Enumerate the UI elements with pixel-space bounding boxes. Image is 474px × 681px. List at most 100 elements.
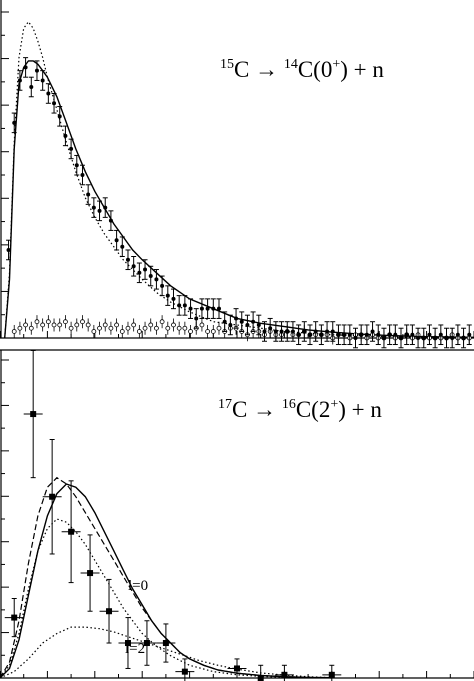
data-point — [34, 68, 39, 73]
data-point — [181, 668, 188, 675]
data-point — [245, 322, 250, 327]
data-point — [328, 671, 335, 678]
curve-solid — [4, 60, 474, 339]
data-point — [239, 319, 244, 324]
data-point — [120, 244, 125, 249]
data-point — [194, 316, 199, 321]
data-point — [353, 336, 358, 340]
data-point — [165, 293, 170, 298]
curve-dotted — [0, 626, 332, 679]
data-point — [137, 270, 142, 275]
data-point — [461, 336, 466, 340]
data-point — [103, 205, 108, 210]
data-point — [114, 238, 119, 243]
data-point — [376, 332, 381, 337]
data-point — [307, 332, 312, 337]
background-point — [80, 319, 85, 325]
data-point — [30, 411, 37, 418]
data-point — [347, 332, 352, 337]
data-point — [40, 78, 45, 83]
data-point — [11, 614, 18, 621]
data-point — [336, 332, 341, 337]
background-point — [68, 325, 74, 331]
curve-dotted — [4, 20, 474, 339]
background-point — [154, 325, 159, 331]
data-point — [450, 336, 455, 340]
data-point — [296, 332, 301, 337]
background-point — [119, 329, 125, 334]
background-point — [125, 325, 131, 331]
data-point — [160, 283, 165, 288]
background-point — [11, 329, 17, 334]
background-point — [159, 319, 165, 325]
data-point — [97, 208, 102, 213]
background-point — [97, 325, 102, 331]
background-point — [148, 322, 154, 328]
background-point — [199, 322, 205, 328]
data-point — [143, 640, 150, 647]
data-point — [404, 332, 409, 337]
data-point — [46, 91, 51, 96]
data-point — [108, 218, 113, 223]
data-point — [6, 247, 11, 252]
data-point — [273, 329, 278, 334]
data-point — [444, 336, 449, 340]
background-point — [205, 329, 211, 334]
background-point — [182, 325, 188, 331]
data-point — [199, 306, 204, 311]
data-point — [63, 133, 68, 138]
background-point — [176, 325, 182, 331]
data-point — [467, 332, 472, 337]
background-point — [57, 322, 63, 328]
data-point — [23, 65, 28, 70]
data-point — [342, 332, 347, 337]
data-point — [182, 303, 187, 308]
data-point — [256, 322, 261, 327]
data-point — [330, 329, 335, 334]
data-point — [370, 329, 375, 334]
background-point — [165, 325, 171, 331]
data-point — [12, 120, 17, 125]
background-point — [114, 322, 120, 328]
data-point — [416, 336, 421, 340]
data-point — [421, 336, 426, 340]
data-point — [399, 336, 404, 340]
data-point — [131, 264, 136, 269]
data-point — [359, 332, 364, 337]
background-point — [131, 322, 137, 328]
data-point — [188, 306, 193, 311]
data-point — [205, 306, 210, 311]
data-point — [268, 326, 273, 331]
data-point — [364, 332, 369, 337]
bottom-panel — [0, 349, 474, 681]
data-point — [86, 192, 91, 197]
data-point — [302, 329, 307, 334]
data-point — [279, 329, 284, 334]
background-point — [188, 329, 193, 334]
data-point — [124, 640, 131, 647]
data-point — [17, 78, 22, 83]
data-point — [290, 329, 295, 334]
background-point — [108, 325, 114, 331]
data-point — [251, 319, 256, 324]
data-point — [125, 257, 130, 262]
background-point — [102, 322, 108, 328]
background-point — [34, 319, 40, 325]
data-point — [211, 306, 216, 311]
data-point — [410, 332, 415, 337]
data-point — [313, 329, 318, 334]
data-point — [80, 173, 85, 177]
data-point — [285, 329, 290, 334]
data-point — [91, 205, 96, 210]
background-point — [142, 325, 148, 331]
background-point — [74, 322, 80, 328]
data-point — [106, 608, 113, 615]
data-point — [325, 329, 330, 334]
top-reaction-label: 15C → 14C(0+) + n — [220, 57, 384, 82]
data-point — [393, 332, 398, 337]
data-point — [68, 528, 75, 535]
data-point — [216, 306, 221, 311]
curve-label-l0: l=0 — [128, 578, 149, 594]
data-point — [57, 114, 62, 119]
